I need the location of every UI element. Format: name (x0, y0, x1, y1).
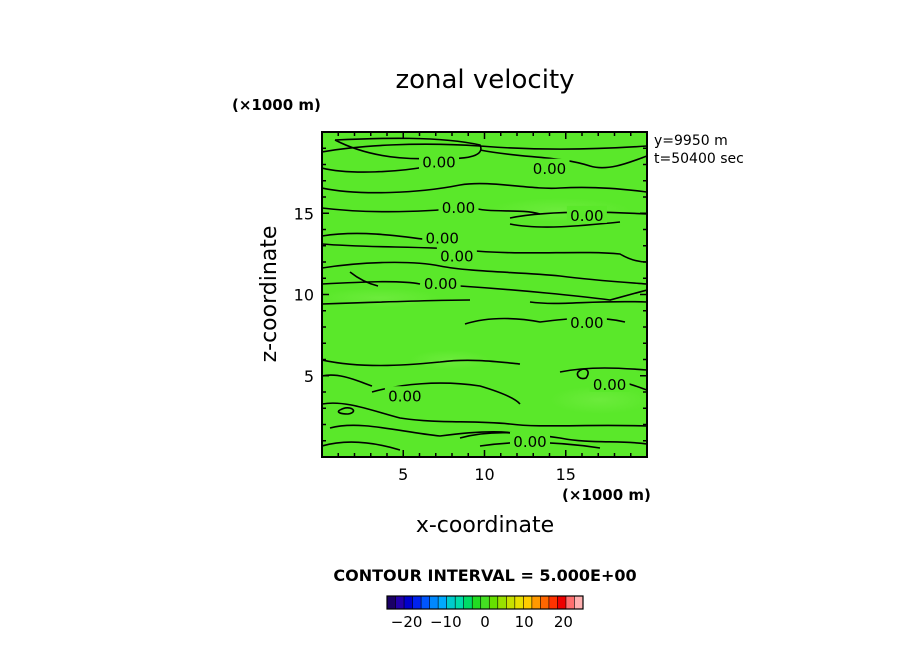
contour-interval-text: CONTOUR INTERVAL = 5.000E+00 (333, 566, 636, 585)
y-tick-label: 15 (294, 204, 314, 223)
colorbar-swatch (472, 596, 482, 609)
colorbar-swatch (489, 596, 499, 609)
contour-line (322, 402, 647, 427)
contour-label: 0.00 (570, 207, 603, 225)
contour-line (459, 285, 647, 301)
contour-label-bg (529, 158, 570, 176)
x-tick-label: 15 (556, 465, 576, 484)
contour-label: 0.00 (570, 314, 603, 332)
colorbar-swatch (421, 596, 431, 609)
y-tick-label: 10 (294, 286, 314, 305)
colorbar-swatch (412, 596, 422, 609)
contour-lines (322, 137, 647, 451)
info-line-y: y=9950 m (654, 133, 728, 149)
contour-label-bg (422, 228, 463, 246)
contour-line (322, 280, 421, 285)
contour-label: 0.00 (593, 376, 626, 394)
contour-label: 0.00 (533, 160, 566, 178)
contour-line (479, 149, 647, 169)
contour-line (439, 265, 647, 285)
colorbar-swatch (565, 596, 575, 609)
x-tick-label: 5 (398, 465, 408, 484)
colorbar-swatch (531, 596, 541, 609)
colorbar-swatch (523, 596, 533, 609)
colorbar-tick-label: 20 (554, 613, 573, 631)
colorbar-swatch (548, 596, 558, 609)
colorbar-swatch (497, 596, 507, 609)
contour-label: 0.00 (422, 153, 455, 171)
contour-line (349, 271, 379, 287)
contour-label-bg (419, 152, 459, 170)
x-axis-label: x-coordinate (416, 513, 554, 538)
colorbar-swatch (506, 596, 516, 609)
contour-line (322, 232, 431, 241)
x-tick-label: 10 (474, 465, 494, 484)
contour-label-bg (438, 197, 479, 215)
colorbar-swatch (514, 596, 524, 609)
contour-label-bg (436, 246, 477, 264)
y-tick-label: 5 (304, 367, 314, 386)
colorbar-frame (386, 595, 584, 610)
contour-line (576, 368, 589, 380)
colorbar-swatch (429, 596, 439, 609)
contour-label-bg (420, 274, 461, 292)
contour-label: 0.00 (440, 248, 473, 266)
contour-label: 0.00 (513, 433, 546, 451)
contour-labels: 0.00 0.000.00 0.000.000.000.000.000.000.00… (384, 152, 630, 451)
contour-line (322, 299, 471, 305)
colorbar-swatch (540, 596, 550, 609)
info-line-t: t=50400 sec (654, 151, 744, 167)
contour-line (337, 407, 355, 415)
contour-line (464, 249, 647, 263)
contour-line (322, 182, 647, 194)
y-unit-label: (×1000 m) (232, 96, 321, 114)
contour-label-bg (566, 313, 607, 331)
colorbar-tick-label: −20 (391, 613, 423, 631)
contour-line (329, 424, 521, 437)
axes: 5 10 15 5 10 15 (294, 132, 647, 484)
contour-line (322, 359, 521, 367)
colorbar-swatch (438, 596, 448, 609)
colorbar-swatch (446, 596, 456, 609)
contour-label: 0.00 (424, 275, 457, 293)
contour-line (509, 221, 621, 228)
contour-line (459, 431, 647, 445)
colorbar-tick-label: 0 (480, 613, 490, 631)
colorbar-swatch (463, 596, 473, 609)
contour-label-bg (384, 386, 425, 404)
contour-line (529, 300, 647, 305)
contour-line (334, 137, 482, 160)
contour-line (559, 367, 647, 373)
contour-label: 0.00 (388, 387, 421, 405)
colorbar-swatch (574, 596, 584, 609)
colorbar-swatch (387, 596, 396, 609)
colorbar-swatch (480, 596, 490, 609)
colorbar-swatch (404, 596, 413, 609)
contour-line (322, 261, 441, 269)
contour-label: 0.00 (426, 230, 459, 248)
chart-title: zonal velocity (395, 65, 574, 95)
colorbar-swatch (455, 596, 465, 609)
contour-label-bg (589, 374, 630, 392)
contour-label: 0.00 (442, 199, 475, 217)
colorbar-swatch (395, 596, 405, 609)
colorbar-tick-label: 10 (515, 613, 534, 631)
colorbar-tick-label: −10 (430, 613, 462, 631)
contour-label-bg (566, 205, 607, 223)
colorbar-swatch (557, 596, 567, 609)
contour-label-bg (510, 431, 550, 449)
contour-line (322, 441, 401, 451)
y-axis-label: z-coordinate (257, 226, 282, 363)
colorbar: −20 −10 0 10 20 (386, 595, 584, 631)
x-unit-label: (×1000 m) (562, 486, 651, 504)
